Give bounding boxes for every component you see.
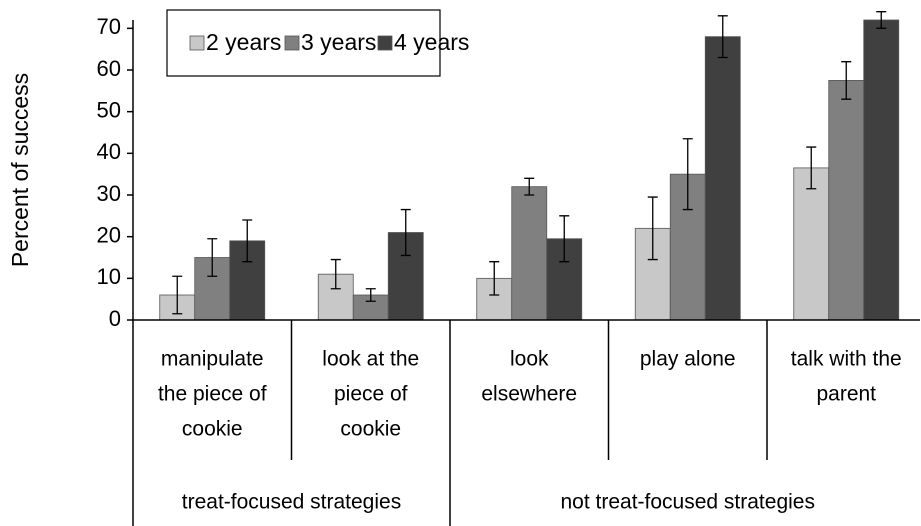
x-tick-label: manipulate — [161, 348, 264, 371]
group-label: not treat-focused strategies — [561, 491, 815, 514]
x-tick-label: play alone — [640, 348, 736, 371]
error-bar — [524, 177, 535, 196]
error-bar — [806, 146, 817, 190]
x-tick-label: cookie — [340, 418, 401, 441]
legend-label: 3 years — [301, 29, 376, 55]
y-tick-label: 60 — [97, 56, 121, 81]
x-tick-label: look — [510, 348, 549, 371]
bar — [704, 36, 741, 321]
x-tick-label: parent — [816, 383, 876, 406]
error-bar — [559, 215, 570, 263]
y-tick-label: 10 — [97, 264, 121, 289]
error-bar — [172, 275, 183, 315]
bar — [511, 186, 548, 321]
y-tick-label: 20 — [97, 222, 121, 247]
x-tick-label: talk with the — [791, 348, 902, 371]
y-tick-label: 50 — [97, 97, 121, 122]
error-bar — [841, 61, 852, 100]
y-tick-label: 40 — [97, 139, 121, 164]
legend-swatch — [377, 35, 393, 51]
error-bar — [647, 196, 658, 261]
y-tick-label: 30 — [97, 181, 121, 206]
legend-label: 2 years — [206, 29, 281, 55]
bar — [828, 80, 865, 321]
error-bar — [330, 258, 341, 290]
legend-box — [166, 9, 441, 77]
legend-swatch — [189, 35, 205, 51]
x-tick-label: piece of — [334, 383, 408, 406]
error-bar — [717, 15, 728, 59]
group-label: treat-focused strategies — [182, 491, 401, 514]
bar — [793, 167, 830, 321]
error-bar — [489, 261, 500, 296]
x-tick-label: elsewhere — [481, 383, 577, 406]
error-bar — [682, 138, 693, 211]
legend-swatch — [284, 35, 300, 51]
error-bar — [242, 219, 253, 263]
y-tick-label: 70 — [97, 14, 121, 39]
x-tick-label: look at the — [322, 348, 419, 371]
legend-label: 4 years — [394, 29, 469, 55]
y-tick-label: 0 — [109, 306, 121, 331]
error-bar — [400, 208, 411, 257]
x-tick-label: cookie — [182, 418, 243, 441]
y-axis-label: Percent of success — [7, 73, 33, 267]
x-tick-label: the piece of — [158, 383, 267, 406]
error-bar — [207, 238, 218, 277]
error-bar — [365, 288, 376, 302]
error-bar — [876, 11, 887, 29]
bar — [863, 19, 900, 321]
